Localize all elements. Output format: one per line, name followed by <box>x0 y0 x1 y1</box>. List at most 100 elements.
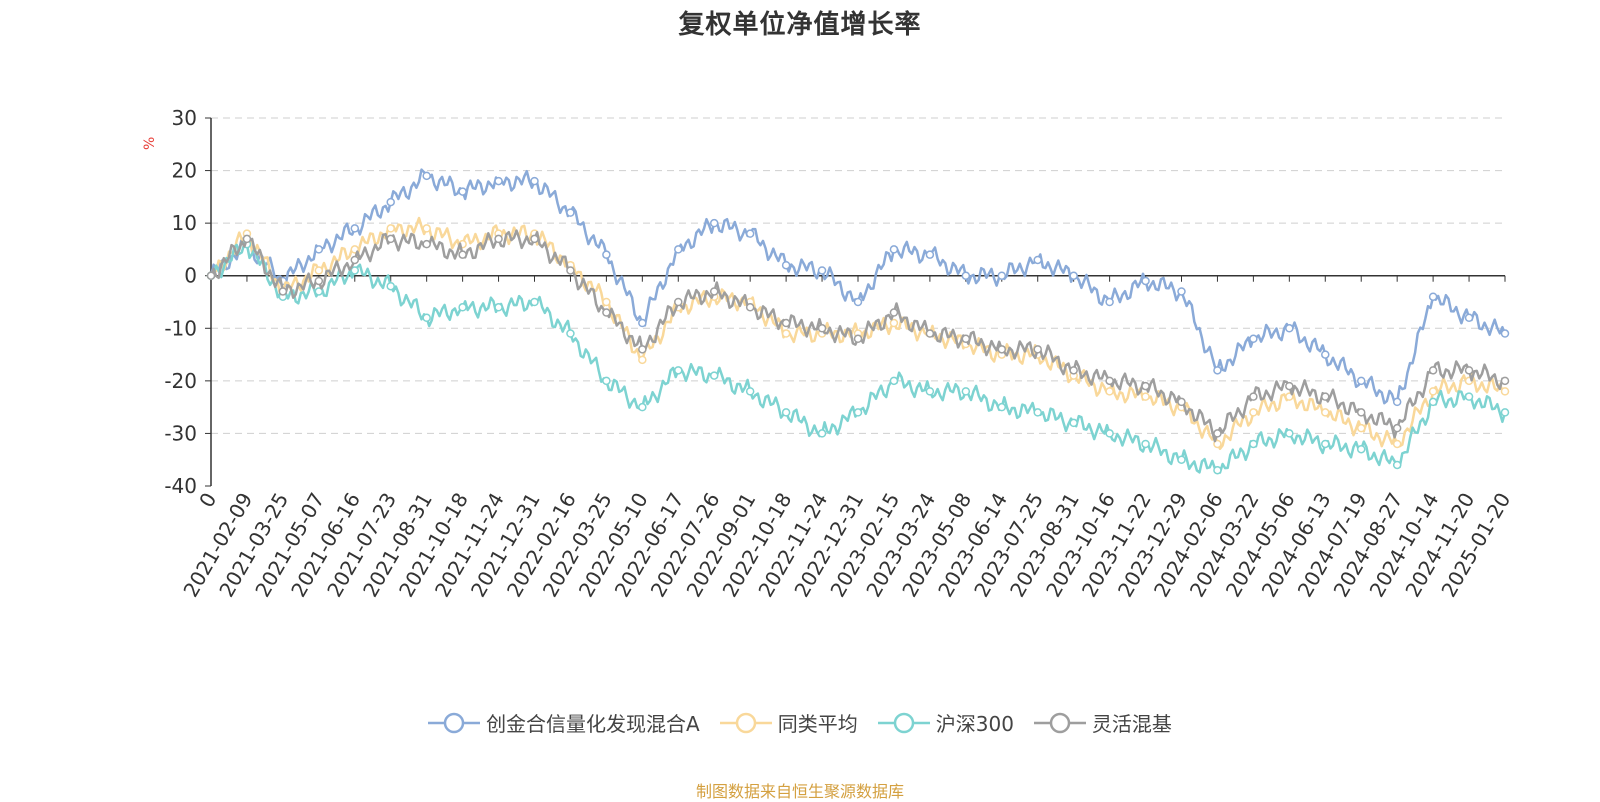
series-point-2 <box>638 402 647 412</box>
legend-label: 沪深300 <box>935 712 1014 736</box>
series-point-3 <box>1500 376 1510 386</box>
series-point-1 <box>1105 387 1114 396</box>
y-tick-label: 10 <box>172 211 197 235</box>
chart-title: 复权单位净值增长率 <box>678 10 922 40</box>
series-point-0 <box>997 271 1007 280</box>
legend-marker-icon <box>1033 712 1086 733</box>
series-point-2 <box>566 329 575 338</box>
series-point-3 <box>709 287 719 296</box>
source-note: 制图数据来自恒生聚源数据库 <box>695 782 904 801</box>
series-point-0 <box>638 318 647 328</box>
series-point-0 <box>817 266 827 275</box>
series-point-2 <box>745 387 755 396</box>
series-point-3 <box>925 329 935 338</box>
series-point-2 <box>314 287 324 296</box>
series-point-2 <box>458 303 467 312</box>
series-point-0 <box>889 245 899 254</box>
series-point-3 <box>638 345 647 354</box>
series-point-2 <box>1464 392 1474 401</box>
y-tick-label: -40 <box>164 474 197 498</box>
legend-item[interactable]: 创金合信量化发现混合A <box>428 708 700 737</box>
y-tick-label: 20 <box>172 159 197 183</box>
series-point-0 <box>422 171 431 181</box>
series-point-0 <box>602 250 611 259</box>
series-point-2 <box>1177 455 1186 464</box>
series-point-0 <box>961 271 971 280</box>
series-point-0 <box>1500 329 1510 338</box>
series-point-0 <box>458 187 467 196</box>
series-point-2 <box>1141 439 1150 449</box>
series-point-0 <box>1141 276 1150 286</box>
series-point-1 <box>422 224 431 233</box>
series-line-0 <box>209 168 1507 405</box>
series-point-1 <box>1392 439 1402 449</box>
series-point-0 <box>1392 397 1402 407</box>
series-point-2 <box>961 387 971 396</box>
series-point-3 <box>997 345 1007 354</box>
series-point-3 <box>674 297 683 307</box>
series-point-1 <box>1356 423 1366 433</box>
series-point-3 <box>350 255 360 265</box>
series-point-3 <box>422 239 431 249</box>
series-point-3 <box>1141 381 1150 391</box>
series-point-3 <box>853 334 863 344</box>
series-point-3 <box>1213 429 1222 438</box>
series-point-1 <box>1213 439 1222 449</box>
series-point-3 <box>566 266 575 275</box>
series-point-1 <box>1428 387 1438 396</box>
series-point-3 <box>1033 345 1042 354</box>
legend-item[interactable]: 灵活混基 <box>1033 708 1172 737</box>
series-point-2 <box>781 408 791 417</box>
series-point-2 <box>350 266 360 275</box>
series-point-2 <box>1069 418 1078 428</box>
series-point-3 <box>1321 392 1330 401</box>
series-point-1 <box>1500 387 1510 396</box>
legend-label: 创金合信量化发现混合A <box>486 712 700 736</box>
series-point-0 <box>1464 313 1474 323</box>
series-point-2 <box>1428 397 1438 407</box>
series-point-2 <box>853 408 863 417</box>
y-tick-label: -10 <box>164 316 197 340</box>
series-point-0 <box>494 176 503 186</box>
series-point-1 <box>638 355 647 365</box>
series-point-3 <box>530 234 539 244</box>
series-point-3 <box>817 324 827 333</box>
series-point-3 <box>314 276 324 286</box>
series-point-2 <box>1392 460 1402 470</box>
series-point-3 <box>1464 366 1474 375</box>
series-point-3 <box>1356 408 1366 417</box>
series-point-2 <box>709 371 719 380</box>
series-point-2 <box>817 429 827 438</box>
series-point-3 <box>494 234 503 244</box>
legend: 创金合信量化发现混合A 同类平均 沪深300 灵活混基 <box>0 708 1600 737</box>
series-point-3 <box>242 234 252 244</box>
series-point-2 <box>494 303 503 312</box>
series-point-0 <box>1249 334 1258 344</box>
series-point-3 <box>1105 376 1114 386</box>
y-tick-label: -20 <box>164 369 197 393</box>
series-point-0 <box>1069 271 1078 280</box>
y-tick-label: 30 <box>172 106 197 130</box>
series-point-3 <box>278 287 288 296</box>
series-point-3 <box>206 271 216 280</box>
series-point-2 <box>422 313 431 323</box>
series-point-2 <box>925 387 935 396</box>
series-point-3 <box>1177 397 1186 407</box>
series-point-0 <box>853 297 863 307</box>
y-tick-label: -30 <box>164 421 197 445</box>
series-point-2 <box>1500 408 1510 417</box>
series-point-3 <box>386 234 395 244</box>
series-point-0 <box>350 224 360 233</box>
legend-item[interactable]: 同类平均 <box>719 708 858 737</box>
series-point-2 <box>602 376 611 386</box>
series-point-2 <box>889 376 899 386</box>
series-point-3 <box>1285 381 1294 391</box>
series-point-1 <box>1321 408 1330 417</box>
legend-item[interactable]: 沪深300 <box>877 708 1014 737</box>
series-point-0 <box>314 245 324 254</box>
series-point-0 <box>1213 366 1222 375</box>
series-point-0 <box>1321 350 1330 359</box>
series-point-2 <box>674 366 683 375</box>
series-point-2 <box>1356 444 1366 454</box>
